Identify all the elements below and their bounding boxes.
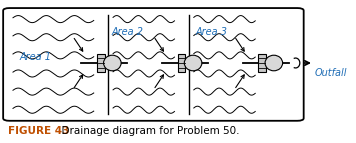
Text: Area 2: Area 2 [111,27,143,37]
Bar [258,54,266,72]
Text: FIGURE 43: FIGURE 43 [8,126,69,136]
Ellipse shape [184,55,202,71]
FancyBboxPatch shape [3,8,304,121]
Ellipse shape [104,55,121,71]
Text: Outfall: Outfall [315,68,347,78]
Text: Drainage diagram for Problem 50.: Drainage diagram for Problem 50. [55,126,240,136]
Ellipse shape [265,55,283,71]
Bar [178,54,185,72]
Text: Area 1: Area 1 [20,52,52,62]
Text: Area 3: Area 3 [195,27,227,37]
Bar [97,54,105,72]
